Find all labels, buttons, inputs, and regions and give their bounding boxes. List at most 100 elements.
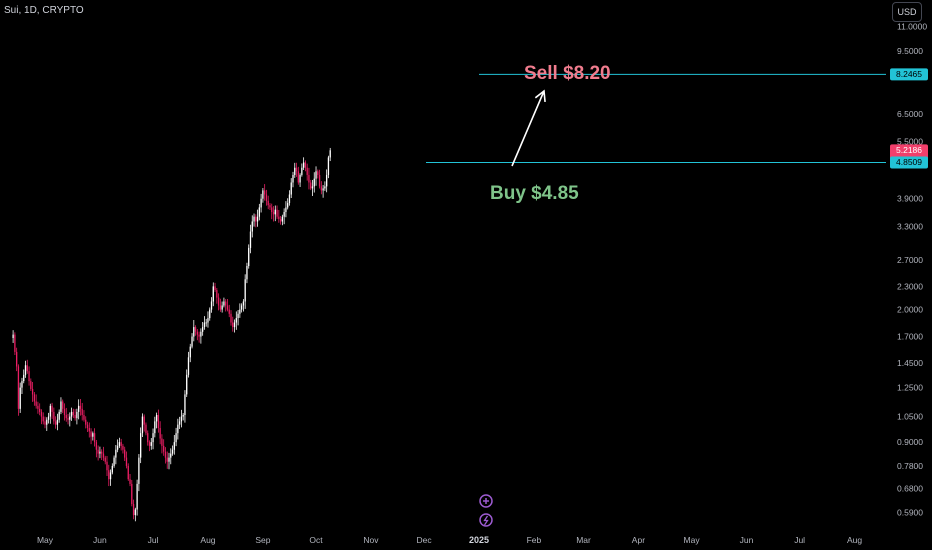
candle-body (62, 401, 64, 409)
candle-body (31, 388, 34, 395)
candle-body (225, 301, 227, 306)
candle-body (69, 416, 71, 420)
candle-body (320, 186, 323, 191)
candle-body (205, 322, 207, 324)
candle-body (262, 190, 264, 199)
price-tick-label: 2.3000 (897, 281, 923, 291)
candle-body (17, 366, 20, 409)
arrow-shaft (511, 90, 545, 167)
candle-body (209, 309, 211, 319)
candle-body (201, 327, 204, 332)
arrow-annotation[interactable] (511, 89, 546, 167)
price-tick-label: 3.3000 (897, 221, 923, 231)
candle-body (70, 411, 73, 417)
month-label: Feb (527, 535, 542, 545)
candle-body (249, 231, 252, 248)
month-label: Apr (632, 535, 645, 545)
month-label: Jun (93, 535, 107, 545)
candle-body (306, 167, 308, 175)
candle-body (182, 414, 184, 417)
candle-body (90, 431, 92, 437)
candle-body (214, 286, 216, 291)
candle-body (294, 167, 296, 175)
candle-body (191, 336, 193, 347)
candle-body (287, 203, 289, 208)
price-tick-label: 9.5000 (897, 46, 923, 56)
candle-body (161, 438, 163, 446)
price-tick-label: 5.5000 (897, 137, 923, 147)
month-label: May (684, 535, 701, 545)
candle-body (28, 371, 30, 382)
candle-body (244, 279, 246, 302)
candle-body (147, 433, 149, 443)
candle-body (155, 414, 158, 422)
candle-body (295, 167, 298, 172)
candle-body (288, 194, 291, 204)
candle-body (315, 171, 317, 179)
month-label: Sep (255, 535, 270, 545)
candle-body (79, 405, 82, 409)
candle-body (33, 394, 36, 402)
candle-body (157, 414, 160, 429)
candle-body (279, 219, 282, 222)
price-tick-label: 0.6800 (897, 484, 923, 494)
candle-body (30, 381, 32, 389)
candle-body (47, 416, 50, 420)
candle-body (198, 334, 200, 337)
candle-body (65, 414, 67, 419)
candle-body (180, 416, 183, 422)
buy-annotation[interactable]: Buy $4.85 (490, 183, 579, 204)
candle-body (116, 445, 119, 450)
currency-button[interactable]: USD (892, 2, 922, 22)
sell-annotation[interactable]: Sell $8.20 (524, 63, 611, 84)
candle-body (269, 205, 271, 208)
candle-body (292, 174, 294, 183)
buy-level-tag-bg (890, 156, 928, 169)
candle-body (200, 331, 202, 337)
candle-body (115, 449, 117, 458)
candle-body (223, 301, 225, 306)
price-tick-label: 0.5900 (897, 507, 923, 517)
candle-body (235, 318, 237, 323)
candle-body (129, 479, 131, 484)
month-label: Oct (309, 535, 323, 545)
candle-body (308, 174, 310, 183)
candle-body (99, 451, 101, 454)
candle-body (285, 207, 287, 212)
candle-body (118, 442, 121, 446)
candle-body (271, 207, 273, 212)
buy-level-tag: 4.8509 (896, 157, 922, 167)
candle-body (329, 150, 331, 158)
candle-body (207, 318, 209, 323)
candle-body (131, 483, 133, 505)
sell-level-tag-bg (890, 68, 928, 81)
candle-body (81, 408, 83, 415)
candle-body (23, 374, 25, 382)
lightning-icon[interactable] (479, 513, 493, 527)
candle-body (125, 457, 128, 466)
candle-body (210, 301, 213, 310)
candle-body (242, 301, 245, 306)
time-axis: May Jun Jul Aug Sep Oct Nov Dec 2025 Feb Mar Apr May… (37, 535, 862, 545)
candle-body (290, 182, 292, 195)
candle-body (325, 174, 328, 187)
month-label: Dec (417, 535, 433, 545)
news-plus-icon[interactable] (479, 494, 493, 508)
candle-body (299, 174, 301, 183)
candle-body (217, 297, 220, 306)
candle-body (267, 200, 269, 206)
month-label: Jul (148, 535, 159, 545)
candle-body (304, 162, 307, 168)
candle-body (42, 416, 44, 422)
price-tick-label: 1.4500 (897, 358, 923, 368)
candle-body (95, 442, 98, 450)
candles-group (12, 147, 331, 522)
price-tick-label: 2.0000 (897, 305, 923, 315)
candle-body (51, 405, 53, 412)
candle-body (93, 433, 96, 443)
month-label: Nov (363, 535, 379, 545)
candle-body (228, 309, 230, 314)
candle-body (272, 211, 275, 215)
candle-body (139, 433, 142, 458)
